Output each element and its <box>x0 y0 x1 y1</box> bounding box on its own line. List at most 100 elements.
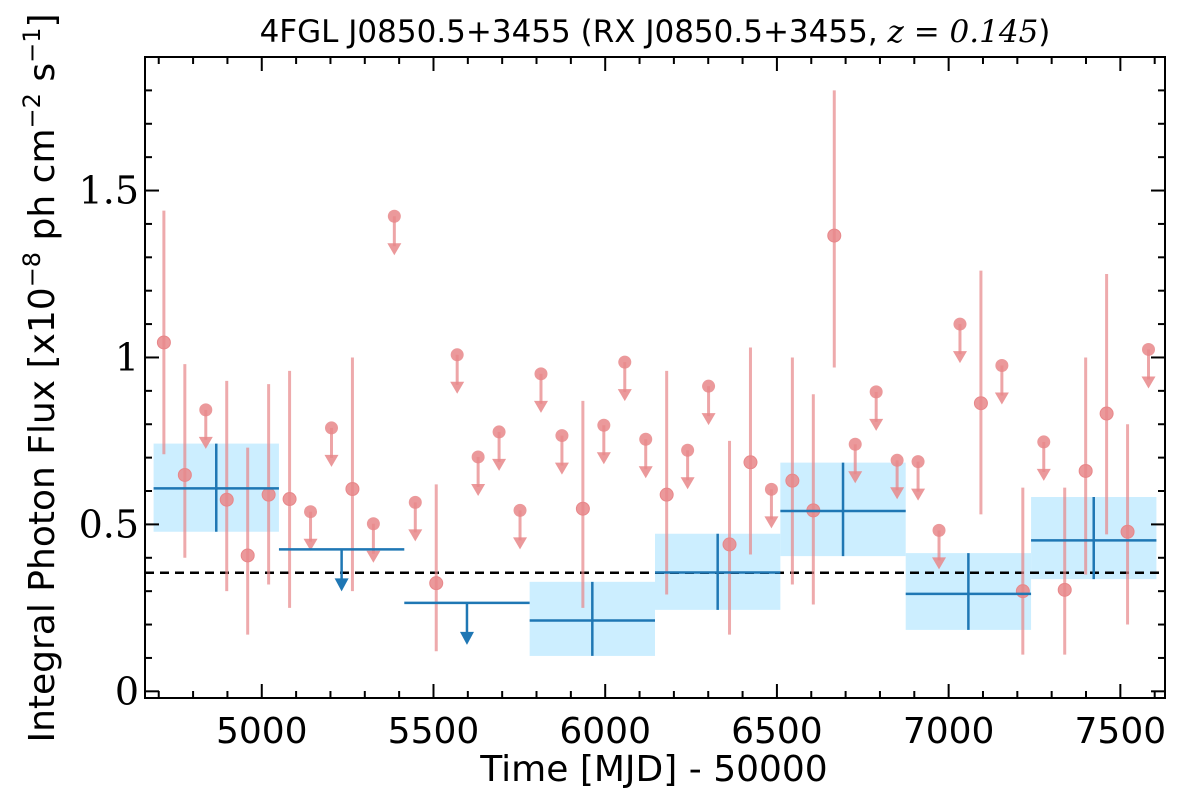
y-axis-label-part2: ph cm <box>22 128 63 251</box>
fine-ul-point-24 <box>995 358 1009 372</box>
fine-ul-arrow-25 <box>1036 468 1051 481</box>
fine-ul-point-2 <box>324 421 338 435</box>
y-axis-label-close: ] <box>22 13 63 27</box>
fine-ul-point-9 <box>513 503 527 517</box>
fine-ul-arrow-19 <box>869 418 884 431</box>
fine-ul-arrow-13 <box>617 389 632 402</box>
fine-ul-point-10 <box>534 367 548 381</box>
fine-point-5 <box>282 492 297 507</box>
y-axis-label-part1: Integral Photon Flux [x10 <box>22 287 63 742</box>
fine-point-10 <box>722 537 737 552</box>
fine-ul-arrow-3 <box>366 550 381 563</box>
plot-area <box>145 90 1165 656</box>
fine-point-8 <box>575 501 590 516</box>
fine-ul-arrow-6 <box>450 381 465 394</box>
coarse-ul-arrow-0 <box>334 578 349 592</box>
y-axis-label-part3: s <box>22 63 63 93</box>
fine-point-2 <box>219 492 234 507</box>
fine-point-16 <box>1015 584 1030 599</box>
fine-point-19 <box>1099 406 1114 421</box>
fine-ul-arrow-7 <box>471 483 486 496</box>
fine-point-18 <box>1078 463 1093 478</box>
x-tick-label-6500: 6500 <box>731 711 823 752</box>
fine-point-17 <box>1057 582 1072 597</box>
fine-ul-arrow-26 <box>1141 376 1156 389</box>
plot-marks <box>145 90 1165 656</box>
x-tick-label-5500: 5500 <box>388 711 480 752</box>
x-axis-label: Time [MJD] - 50000 <box>479 749 827 790</box>
fine-ul-arrow-22 <box>932 557 947 570</box>
fine-point-9 <box>659 487 674 502</box>
x-tick-label-7500: 7500 <box>1075 711 1167 752</box>
fine-ul-point-7 <box>471 450 485 464</box>
fine-ul-point-11 <box>555 429 569 443</box>
x-tick-label-7000: 7000 <box>903 711 995 752</box>
y-tick-label-2: 1 <box>115 335 139 379</box>
fine-point-14 <box>827 228 842 243</box>
axes: 5000 5500 6000 6500 7000 7500 0 0.5 1 1.5 <box>79 56 1167 752</box>
fine-ul-point-22 <box>932 523 946 537</box>
fine-ul-arrow-18 <box>848 471 863 484</box>
chart-title-text: 4FGL J0850.5+3455 (RX J0850.5+3455, <box>260 14 888 50</box>
fine-ul-point-5 <box>408 495 422 509</box>
fine-ul-arrow-11 <box>554 462 569 475</box>
fine-ul-point-26 <box>1142 342 1156 356</box>
fine-ul-point-14 <box>639 432 653 446</box>
fine-ul-point-21 <box>911 455 925 469</box>
fine-point-12 <box>785 473 800 488</box>
fine-ul-point-12 <box>597 418 611 432</box>
fine-ul-arrow-0 <box>198 436 213 449</box>
fine-ul-arrow-24 <box>994 392 1009 405</box>
fine-ul-arrow-14 <box>638 466 653 479</box>
fine-ul-point-16 <box>702 379 716 393</box>
fine-ul-point-18 <box>848 437 862 451</box>
fine-ul-point-23 <box>953 317 967 331</box>
fine-point-11 <box>743 455 758 470</box>
y-tick-label-1: 0.5 <box>79 502 139 546</box>
fine-point-20 <box>1120 524 1135 539</box>
fine-ul-point-19 <box>869 385 883 399</box>
fine-ul-point-15 <box>681 443 695 457</box>
fine-ul-point-13 <box>618 355 632 369</box>
fine-ul-arrow-20 <box>890 487 905 500</box>
fine-ul-arrow-2 <box>324 454 339 467</box>
fine-point-4 <box>261 487 276 502</box>
coarse-ul-arrow-1 <box>459 631 474 645</box>
fine-ul-arrow-16 <box>701 413 716 426</box>
y-tick-label-0: 0 <box>115 669 139 713</box>
x-tick-label-6000: 6000 <box>559 711 651 752</box>
fine-ul-point-4 <box>387 209 401 223</box>
fine-ul-point-0 <box>199 403 213 417</box>
fine-point-0 <box>156 335 171 350</box>
fine-point-3 <box>240 548 255 563</box>
fine-ul-point-17 <box>764 482 778 496</box>
x-tick-label-5000: 5000 <box>216 711 308 752</box>
fine-ul-arrow-9 <box>513 537 528 550</box>
fine-ul-arrow-23 <box>952 351 967 364</box>
chart-title-close: ) <box>1038 14 1050 50</box>
y-axis-label-exp2: −2 <box>18 93 46 128</box>
fine-ul-arrow-17 <box>764 516 779 529</box>
fine-point-1 <box>177 467 192 482</box>
fine-ul-point-8 <box>492 425 506 439</box>
fine-ul-point-3 <box>366 517 380 531</box>
fine-ul-arrow-5 <box>408 529 423 542</box>
fine-point-6 <box>345 482 360 497</box>
y-axis-label-exp1: −8 <box>18 252 46 287</box>
fine-ul-arrow-21 <box>911 488 926 501</box>
y-tick-label-3: 1.5 <box>79 169 139 213</box>
chart-title: 4FGL J0850.5+3455 (RX J0850.5+3455, z = … <box>260 14 1051 50</box>
fine-point-15 <box>973 396 988 411</box>
fine-ul-arrow-1 <box>303 538 318 551</box>
fine-ul-point-1 <box>304 505 318 519</box>
fine-ul-arrow-12 <box>596 452 611 465</box>
plot-frame <box>144 56 1166 699</box>
fine-point-7 <box>429 576 444 591</box>
fine-ul-arrow-4 <box>387 243 402 256</box>
fine-ul-arrow-10 <box>533 400 548 413</box>
fine-ul-point-20 <box>890 453 904 467</box>
fine-ul-arrow-15 <box>680 477 695 490</box>
fine-ul-point-25 <box>1037 435 1051 449</box>
y-axis-label-exp3: −1 <box>18 28 46 63</box>
